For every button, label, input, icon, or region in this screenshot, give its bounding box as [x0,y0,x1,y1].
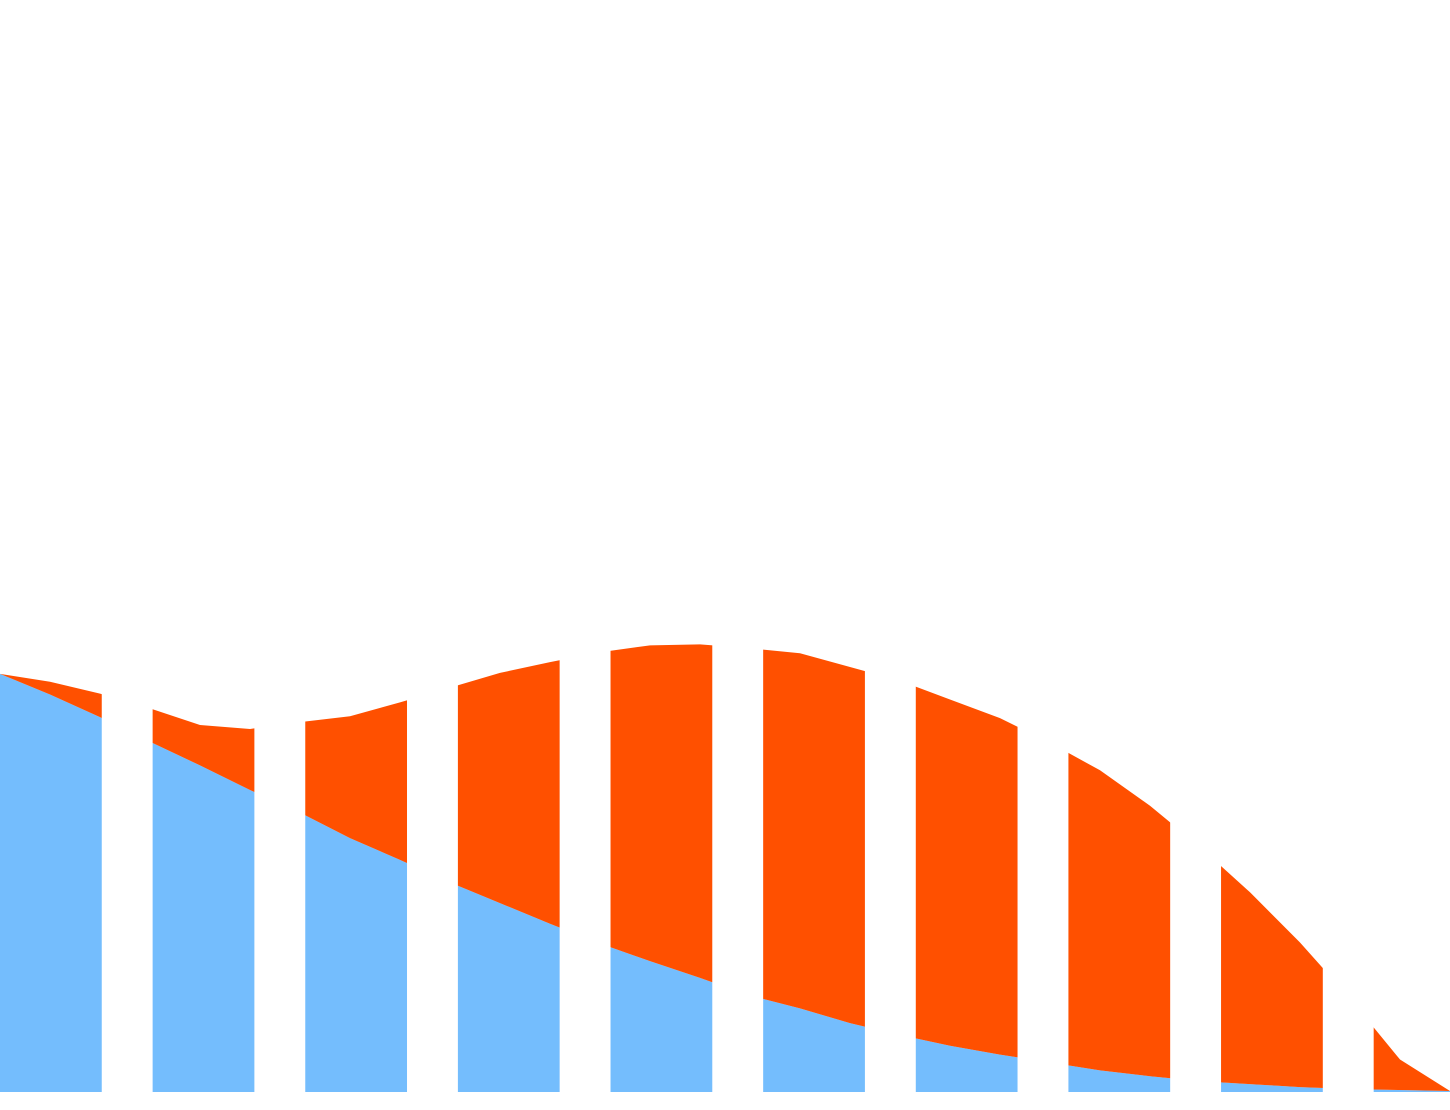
stacked-area-group [0,644,1450,1092]
series-1-area [0,673,1450,1092]
series-2-area [0,644,1450,1092]
